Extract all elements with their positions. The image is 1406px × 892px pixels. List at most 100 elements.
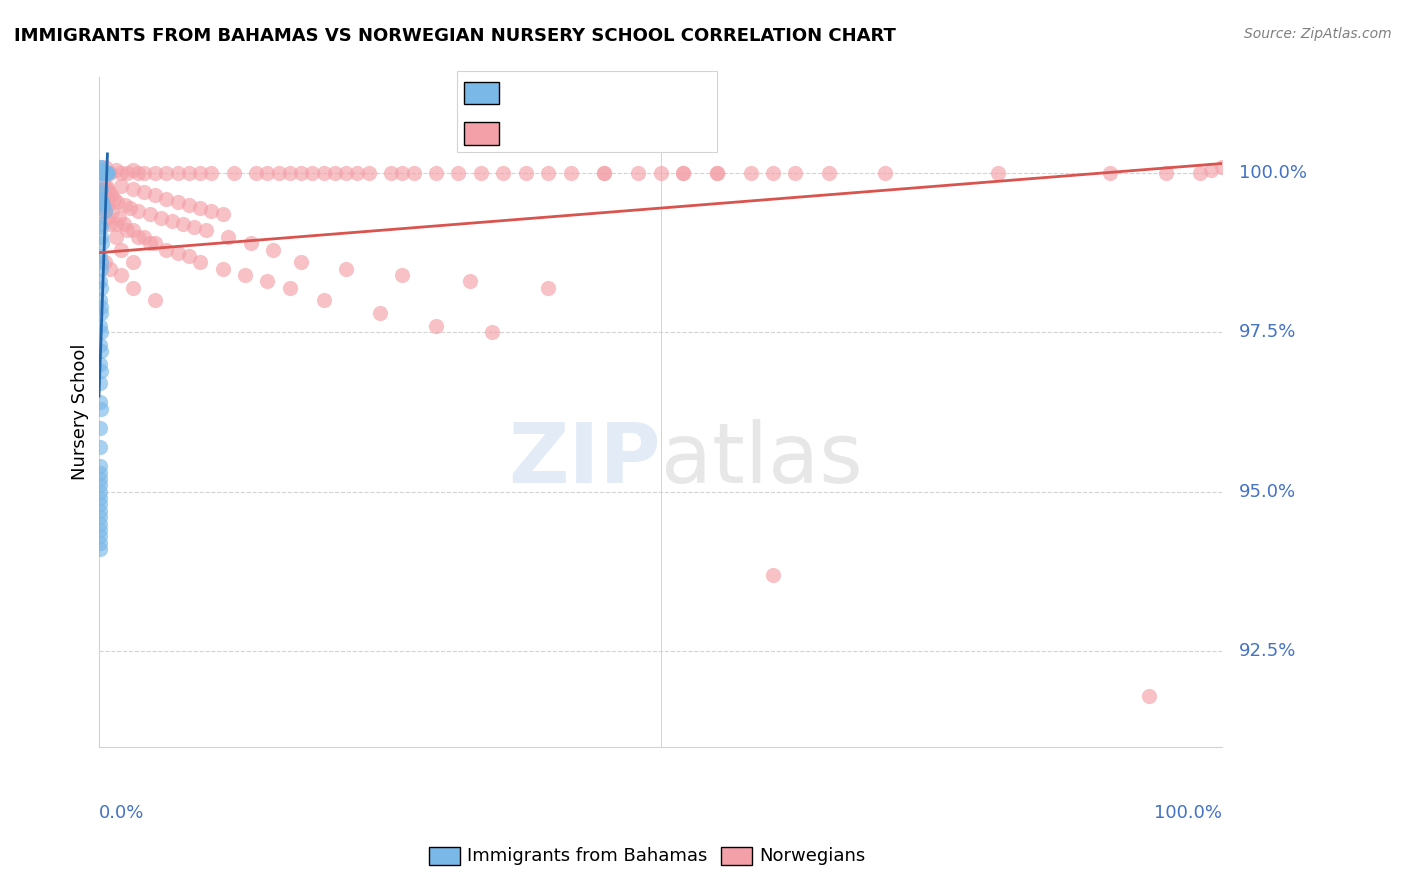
Norwegians xyxy=(143,188,166,202)
Norwegians xyxy=(278,166,301,180)
Immigrants from Bahamas xyxy=(89,160,111,174)
Norwegians xyxy=(267,166,290,180)
Norwegians xyxy=(93,160,115,174)
Norwegians xyxy=(143,166,166,180)
Immigrants from Bahamas xyxy=(90,255,112,269)
Immigrants from Bahamas xyxy=(89,459,111,474)
Text: 100.0%: 100.0% xyxy=(1239,164,1308,182)
Norwegians xyxy=(335,166,357,180)
Immigrants from Bahamas xyxy=(90,182,112,196)
Norwegians xyxy=(132,185,155,199)
Norwegians xyxy=(155,192,177,206)
Norwegians xyxy=(785,166,807,180)
Norwegians xyxy=(256,166,278,180)
Immigrants from Bahamas xyxy=(93,204,115,219)
Norwegians xyxy=(1188,166,1211,180)
Immigrants from Bahamas xyxy=(89,293,111,308)
Norwegians xyxy=(1211,160,1233,174)
Norwegians xyxy=(217,229,239,244)
Norwegians xyxy=(114,198,136,212)
Immigrants from Bahamas xyxy=(89,466,111,480)
Text: Source: ZipAtlas.com: Source: ZipAtlas.com xyxy=(1244,27,1392,41)
Immigrants from Bahamas xyxy=(89,472,111,486)
Norwegians xyxy=(104,229,127,244)
Norwegians xyxy=(593,166,616,180)
Norwegians xyxy=(100,188,122,202)
Norwegians xyxy=(90,192,112,206)
Immigrants from Bahamas xyxy=(90,220,112,235)
Immigrants from Bahamas xyxy=(93,198,115,212)
Norwegians xyxy=(211,261,233,276)
Norwegians xyxy=(172,217,194,231)
Norwegians xyxy=(138,236,160,251)
Norwegians xyxy=(239,236,262,251)
Norwegians xyxy=(740,166,762,180)
Text: 92.5%: 92.5% xyxy=(1239,642,1296,660)
Norwegians xyxy=(323,166,346,180)
Norwegians xyxy=(105,194,128,209)
Immigrants from Bahamas xyxy=(93,166,115,180)
Text: 152: 152 xyxy=(626,121,666,141)
Norwegians xyxy=(262,243,284,257)
Norwegians xyxy=(818,166,841,180)
Norwegians xyxy=(183,220,205,235)
Norwegians xyxy=(166,245,188,260)
Immigrants from Bahamas xyxy=(89,217,111,231)
Immigrants from Bahamas xyxy=(89,185,111,199)
Norwegians xyxy=(290,255,312,269)
Norwegians xyxy=(110,243,132,257)
Text: 0.435: 0.435 xyxy=(538,121,600,141)
Norwegians xyxy=(391,166,413,180)
Norwegians xyxy=(357,166,380,180)
Norwegians xyxy=(278,281,301,295)
Norwegians xyxy=(1199,162,1222,177)
Text: atlas: atlas xyxy=(661,419,862,500)
Norwegians xyxy=(335,261,357,276)
Immigrants from Bahamas xyxy=(90,162,112,177)
Norwegians xyxy=(93,255,115,269)
Norwegians xyxy=(346,166,368,180)
Norwegians xyxy=(425,318,447,333)
Norwegians xyxy=(110,178,132,193)
Norwegians xyxy=(103,192,125,206)
Norwegians xyxy=(706,166,728,180)
Norwegians xyxy=(200,204,222,219)
Norwegians xyxy=(222,166,245,180)
Norwegians xyxy=(155,166,177,180)
Norwegians xyxy=(98,166,121,180)
Immigrants from Bahamas xyxy=(89,491,111,505)
Norwegians xyxy=(650,166,672,180)
Norwegians xyxy=(121,255,143,269)
Immigrants from Bahamas xyxy=(90,281,112,295)
Norwegians xyxy=(188,201,211,215)
Immigrants from Bahamas xyxy=(90,192,112,206)
Norwegians xyxy=(481,326,503,340)
Norwegians xyxy=(121,162,143,177)
Norwegians xyxy=(211,207,233,221)
Norwegians xyxy=(301,166,323,180)
Text: N =: N = xyxy=(595,121,638,141)
Norwegians xyxy=(1154,166,1177,180)
Norwegians xyxy=(108,211,131,225)
Norwegians xyxy=(91,198,114,212)
Norwegians xyxy=(96,182,118,196)
Immigrants from Bahamas xyxy=(89,318,111,333)
Norwegians xyxy=(91,172,114,186)
Norwegians xyxy=(115,223,138,237)
Text: Immigrants from Bahamas: Immigrants from Bahamas xyxy=(467,847,707,865)
Immigrants from Bahamas xyxy=(89,516,111,531)
Norwegians xyxy=(104,162,127,177)
Norwegians xyxy=(425,166,447,180)
Norwegians xyxy=(177,198,200,212)
Text: 54: 54 xyxy=(626,81,659,101)
Norwegians xyxy=(1098,166,1121,180)
Norwegians xyxy=(93,176,115,190)
Immigrants from Bahamas xyxy=(90,306,112,320)
Immigrants from Bahamas xyxy=(90,344,112,359)
Text: IMMIGRANTS FROM BAHAMAS VS NORWEGIAN NURSERY SCHOOL CORRELATION CHART: IMMIGRANTS FROM BAHAMAS VS NORWEGIAN NUR… xyxy=(14,27,896,45)
Immigrants from Bahamas xyxy=(89,504,111,518)
Text: ZIP: ZIP xyxy=(508,419,661,500)
Norwegians xyxy=(256,274,278,288)
Norwegians xyxy=(127,204,149,219)
Immigrants from Bahamas xyxy=(89,357,111,371)
